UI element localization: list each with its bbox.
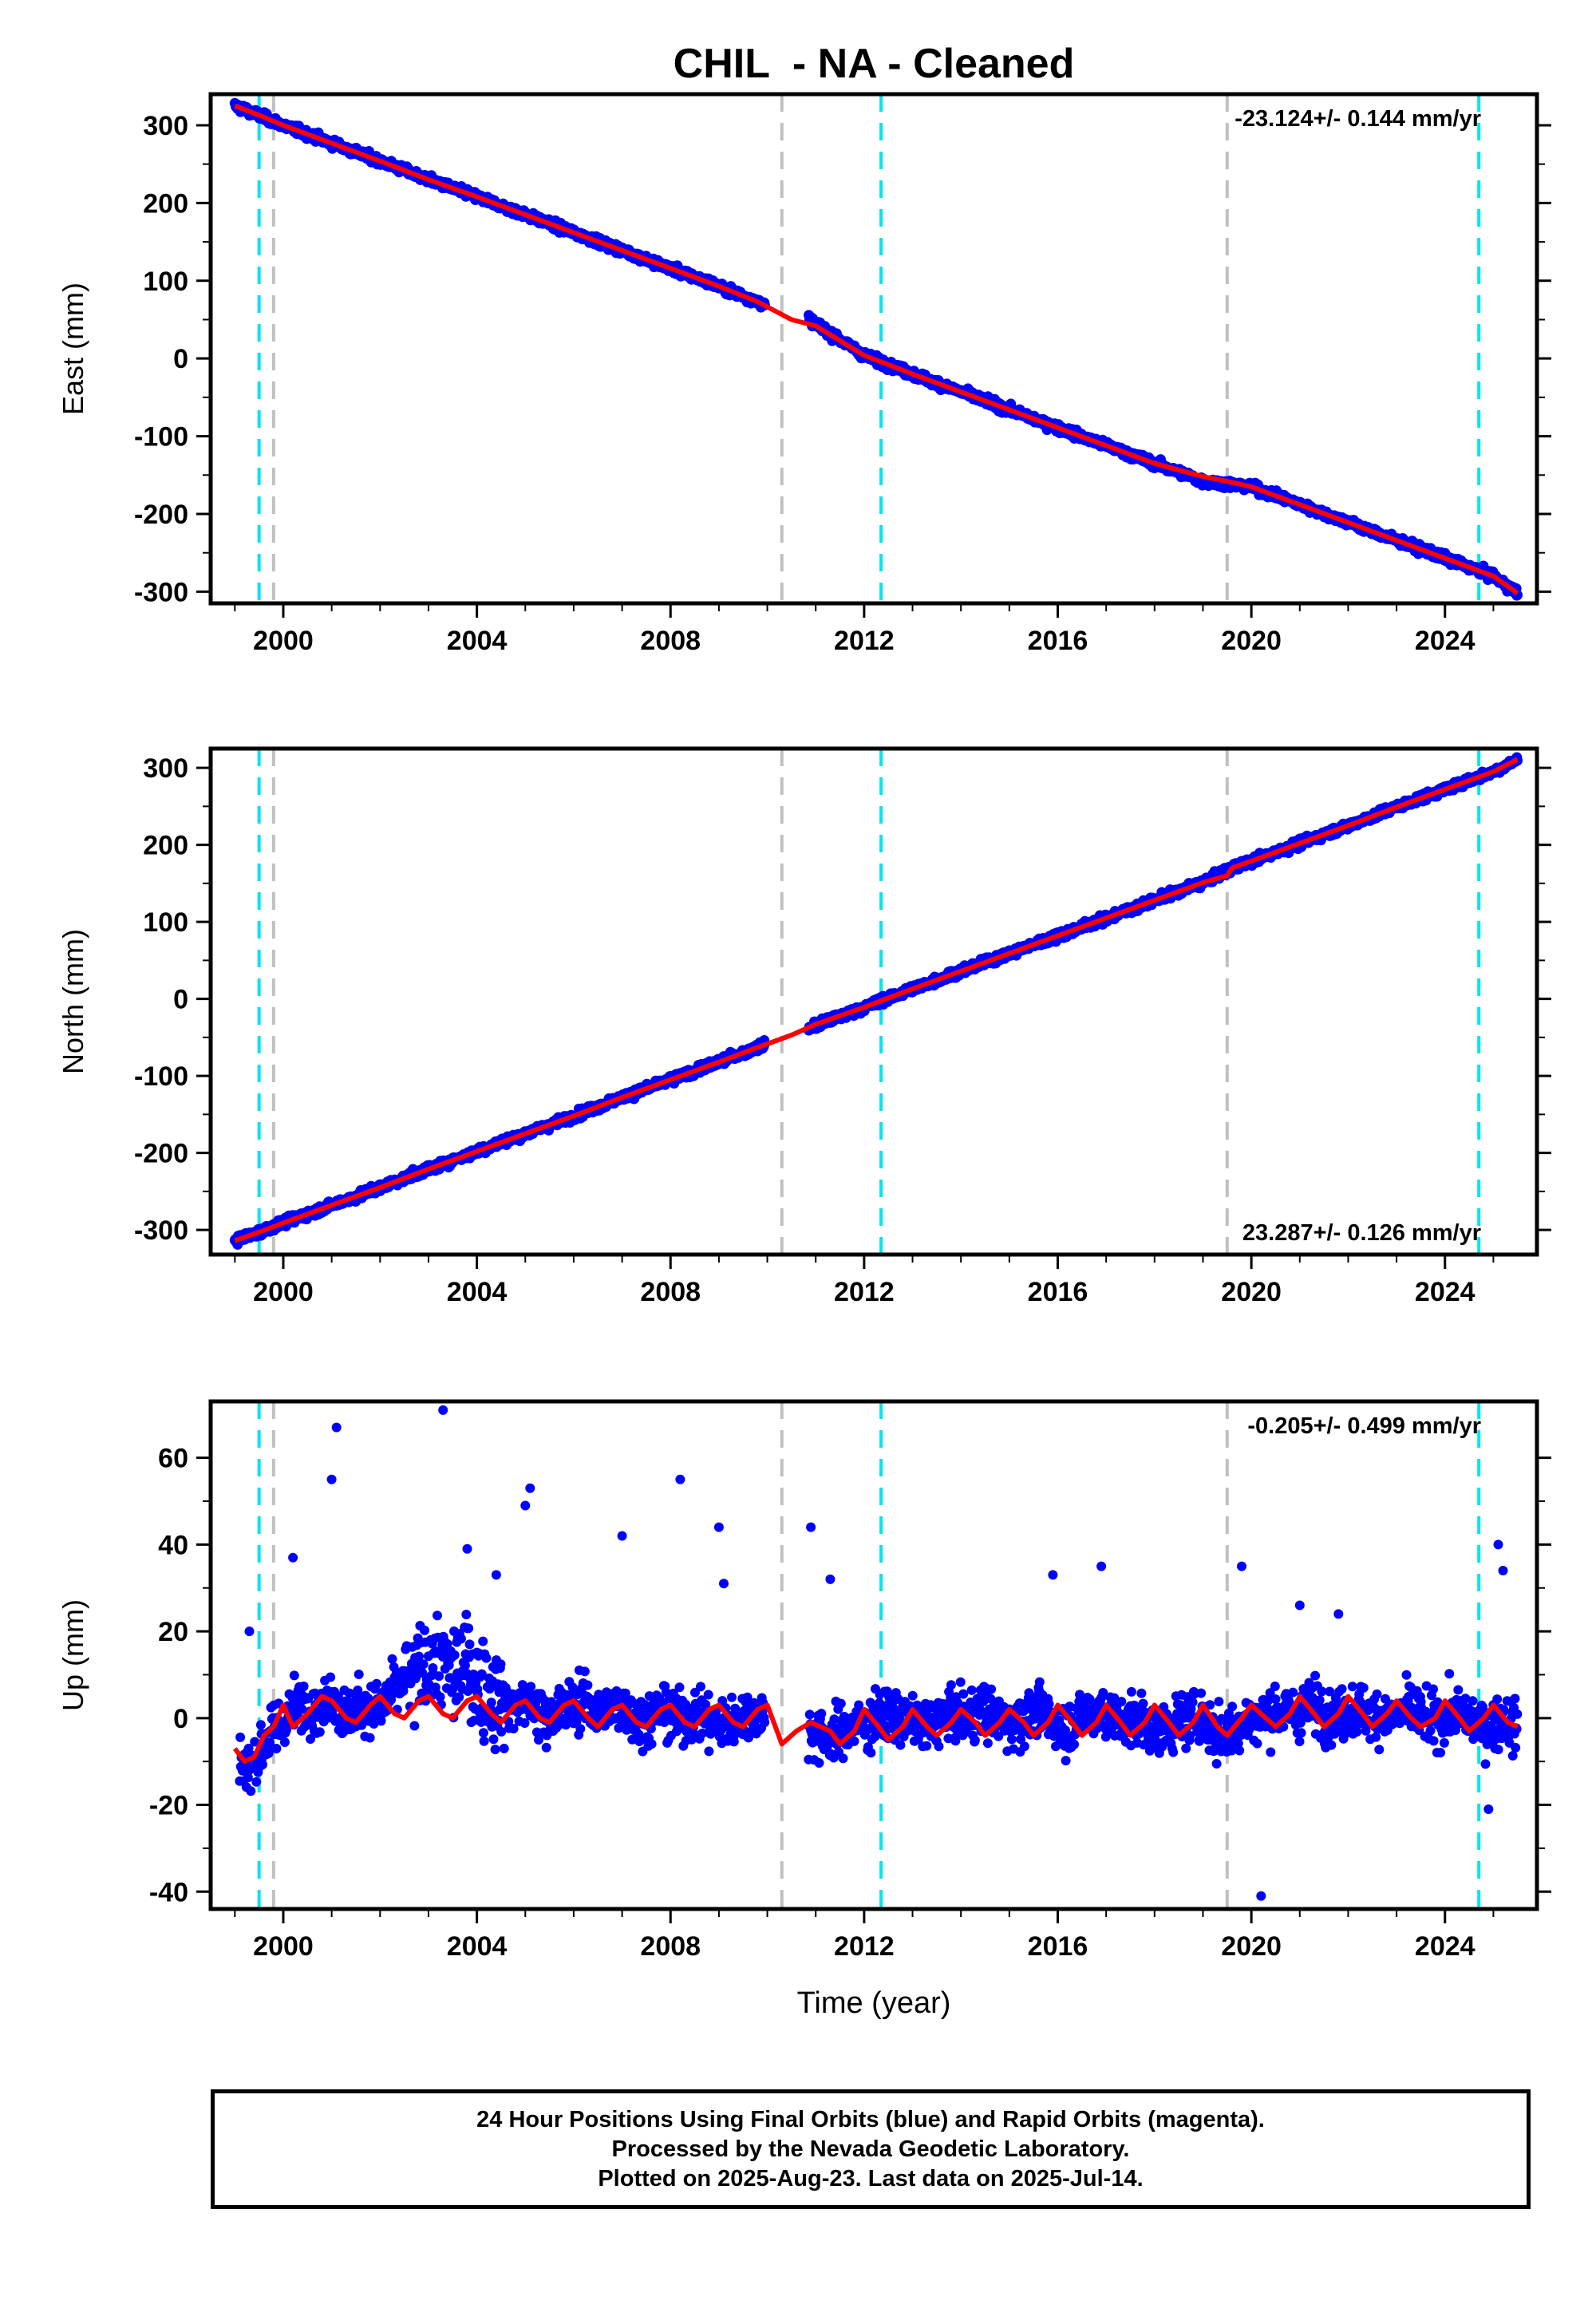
rate-label: 23.287+/- 0.126 mm/yr: [1242, 1220, 1481, 1246]
data-point: [306, 1734, 315, 1744]
x-tick-label: 2016: [1028, 626, 1088, 656]
panel-north: 300 200 100 0 -100 -200 -300 2000 2004 2008 2012 20…: [57, 746, 1551, 1307]
data-point: [243, 1773, 253, 1783]
data-point: [282, 1725, 291, 1735]
y-tick-label: 100: [143, 907, 188, 938]
data-point: [297, 1704, 307, 1714]
plot-title: CHIL - NA - Cleaned: [674, 41, 1075, 87]
data-point: [434, 1671, 444, 1682]
x-tick-label: 2024: [1415, 626, 1476, 656]
y-tick-label: 0: [173, 985, 188, 1015]
x-tick-label: 2008: [640, 626, 701, 656]
data-point: [387, 1654, 397, 1664]
y-tick-label: 300: [143, 753, 188, 784]
x-tick-label: 2000: [253, 1277, 314, 1307]
data-point: [271, 1744, 282, 1753]
model-line: [234, 757, 1519, 1243]
data-point: [258, 1760, 267, 1770]
x-tick-label: 2008: [640, 1277, 701, 1307]
data-point: [376, 1716, 386, 1726]
data-point: [326, 1672, 336, 1682]
y-tick-label: -100: [134, 1061, 188, 1092]
model-line: [234, 103, 1519, 595]
data-point: [298, 1682, 309, 1691]
data-point: [353, 1686, 363, 1695]
data-point: [279, 1737, 290, 1747]
data-point: [235, 1732, 246, 1742]
data-point: [418, 1659, 429, 1670]
x-tick-label: 2000: [253, 626, 314, 656]
x-tick-label: 2004: [447, 626, 508, 656]
data-point: [435, 1692, 445, 1702]
x-tick-label: 2020: [1221, 626, 1282, 656]
data-point: [243, 1743, 254, 1753]
panel-frame: [208, 92, 1539, 606]
x-axis-label: Time (year): [797, 1986, 951, 2020]
y-tick-label: 100: [143, 267, 188, 297]
y-tick-label: -300: [134, 577, 188, 607]
data-point: [372, 1678, 381, 1689]
panel-east: 300 200 100 0 -100 -200 -300 2000 2004 2008 2012 20…: [57, 92, 1551, 656]
y-axis-label: East (mm): [57, 283, 89, 415]
y-tick-label: -200: [134, 500, 188, 530]
panel-data-east: [229, 94, 1523, 603]
y-tick-label: 200: [143, 831, 188, 861]
data-point: [246, 1786, 256, 1796]
y-tick-label: -300: [134, 1215, 188, 1246]
y-tick-label: 300: [143, 111, 188, 141]
data-point: [409, 1721, 420, 1731]
data-point: [314, 1727, 325, 1737]
y-axis-label: North (mm): [57, 929, 89, 1074]
data-point: [354, 1670, 364, 1679]
data-point: [344, 1688, 354, 1698]
panel-data-north: [229, 749, 1523, 1255]
data-point: [289, 1670, 299, 1681]
data-point: [433, 1611, 442, 1621]
panel-data-up: [232, 1401, 1523, 1909]
data-point: [250, 1737, 260, 1747]
y-tick-label: 200: [143, 188, 188, 219]
x-tick-label: 2016: [1028, 1277, 1088, 1307]
data-point: [365, 1733, 375, 1743]
data-point: [420, 1625, 429, 1635]
y-tick-label: 0: [173, 344, 188, 374]
data-point: [357, 1720, 367, 1730]
data-point: [414, 1651, 424, 1662]
x-tick-label: 2020: [1221, 1277, 1282, 1307]
y-tick-label: -200: [134, 1139, 188, 1169]
y-tick-label: -100: [134, 422, 188, 453]
x-tick-label: 2004: [447, 1277, 508, 1307]
data-point: [255, 1720, 266, 1730]
x-tick-label: 2012: [834, 626, 895, 656]
panel-frame: [208, 746, 1539, 1257]
x-tick-label: 2012: [834, 1277, 895, 1307]
rate-label: -23.124+/- 0.144 mm/yr: [1235, 106, 1481, 132]
data-point: [251, 1777, 262, 1787]
x-tick-label: 2024: [1415, 1277, 1476, 1307]
